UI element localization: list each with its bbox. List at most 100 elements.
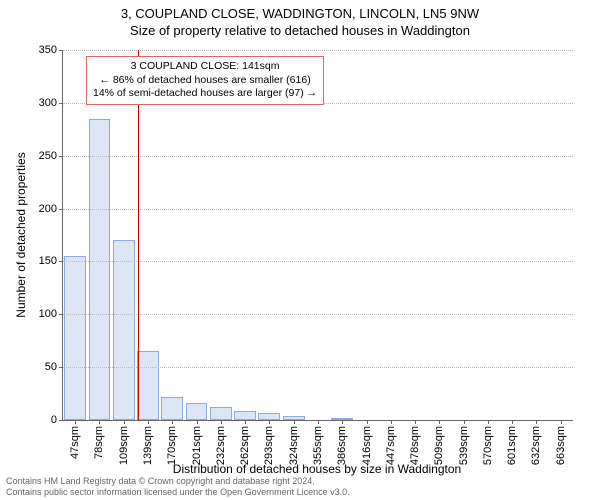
bar-slot: 447sqm: [379, 50, 403, 420]
xtick-mark: [269, 420, 270, 424]
xtick-label: 632sqm: [530, 426, 542, 465]
bar-slot: 386sqm: [330, 50, 354, 420]
xtick-label: 324sqm: [288, 426, 300, 465]
ytick-label: 350: [39, 44, 57, 56]
bar-slot: 232sqm: [209, 50, 233, 420]
xtick-label: 139sqm: [142, 426, 154, 465]
bar-slot: 355sqm: [306, 50, 330, 420]
bar-slot: 570sqm: [476, 50, 500, 420]
xtick-label: 262sqm: [239, 426, 251, 465]
x-axis-label: Distribution of detached houses by size …: [62, 462, 572, 476]
xtick-label: 293sqm: [263, 426, 275, 465]
bar-slot: 78sqm: [87, 50, 111, 420]
xtick-mark: [561, 420, 562, 424]
bar-slot: 663sqm: [549, 50, 573, 420]
ytick-mark: [59, 420, 63, 421]
xtick-mark: [172, 420, 173, 424]
annotation-line1: 3 COUPLAND CLOSE: 141sqm: [93, 60, 317, 74]
footer-line2: Contains public sector information licen…: [6, 487, 594, 498]
reference-line: [138, 50, 139, 420]
xtick-label: 509sqm: [433, 426, 445, 465]
xtick-label: 416sqm: [361, 426, 373, 465]
gridline: [63, 209, 573, 210]
ytick-mark: [59, 103, 63, 104]
annotation-line3: 14% of semi-detached houses are larger (…: [93, 87, 317, 101]
bar-slot: 509sqm: [427, 50, 451, 420]
ytick-label: 150: [39, 255, 57, 267]
gridline: [63, 156, 573, 157]
bar: [137, 351, 159, 420]
ytick-label: 0: [51, 414, 57, 426]
xtick-mark: [221, 420, 222, 424]
bars-group: 47sqm78sqm109sqm139sqm170sqm201sqm232sqm…: [63, 50, 573, 420]
xtick-mark: [439, 420, 440, 424]
xtick-label: 386sqm: [336, 426, 348, 465]
bar: [210, 407, 232, 420]
annotation-line2: ← 86% of detached houses are smaller (61…: [93, 74, 317, 88]
footer-line1: Contains HM Land Registry data © Crown c…: [6, 476, 594, 487]
bar-slot: 632sqm: [524, 50, 548, 420]
xtick-mark: [464, 420, 465, 424]
bar-slot: 109sqm: [112, 50, 136, 420]
bar-slot: 47sqm: [63, 50, 87, 420]
chart-title-line2: Size of property relative to detached ho…: [0, 21, 600, 38]
gridline: [63, 314, 573, 315]
xtick-mark: [294, 420, 295, 424]
xtick-label: 232sqm: [215, 426, 227, 465]
xtick-mark: [245, 420, 246, 424]
gridline: [63, 367, 573, 368]
xtick-label: 355sqm: [312, 426, 324, 465]
xtick-label: 201sqm: [191, 426, 203, 465]
ytick-mark: [59, 367, 63, 368]
footer: Contains HM Land Registry data © Crown c…: [0, 476, 600, 499]
ytick-mark: [59, 156, 63, 157]
bar-slot: 416sqm: [354, 50, 378, 420]
annotation-box: 3 COUPLAND CLOSE: 141sqm ← 86% of detach…: [86, 56, 324, 105]
ytick-mark: [59, 261, 63, 262]
chart-container: 3, COUPLAND CLOSE, WADDINGTON, LINCOLN, …: [0, 0, 600, 500]
bar-slot: 539sqm: [452, 50, 476, 420]
bar-slot: 293sqm: [257, 50, 281, 420]
bar-slot: 201sqm: [184, 50, 208, 420]
xtick-mark: [488, 420, 489, 424]
chart-title-line1: 3, COUPLAND CLOSE, WADDINGTON, LINCOLN, …: [0, 0, 600, 21]
xtick-mark: [415, 420, 416, 424]
bar-slot: 170sqm: [160, 50, 184, 420]
xtick-mark: [75, 420, 76, 424]
ytick-mark: [59, 314, 63, 315]
xtick-mark: [367, 420, 368, 424]
xtick-mark: [318, 420, 319, 424]
ytick-label: 300: [39, 97, 57, 109]
bar-slot: 601sqm: [500, 50, 524, 420]
xtick-mark: [148, 420, 149, 424]
ytick-mark: [59, 209, 63, 210]
ytick-label: 100: [39, 308, 57, 320]
bar: [161, 397, 183, 420]
bar-slot: 139sqm: [136, 50, 160, 420]
bar-slot: 262sqm: [233, 50, 257, 420]
bar: [234, 411, 256, 421]
xtick-label: 170sqm: [166, 426, 178, 465]
plot-area: 47sqm78sqm109sqm139sqm170sqm201sqm232sqm…: [62, 50, 573, 421]
xtick-mark: [342, 420, 343, 424]
xtick-label: 47sqm: [69, 426, 81, 459]
xtick-label: 663sqm: [555, 426, 567, 465]
bar-slot: 324sqm: [282, 50, 306, 420]
xtick-mark: [124, 420, 125, 424]
bar: [113, 240, 135, 420]
bar: [258, 413, 280, 420]
bar: [64, 256, 86, 420]
xtick-mark: [197, 420, 198, 424]
ytick-label: 250: [39, 150, 57, 162]
xtick-mark: [99, 420, 100, 424]
xtick-label: 601sqm: [506, 426, 518, 465]
ytick-label: 50: [45, 361, 57, 373]
xtick-mark: [536, 420, 537, 424]
xtick-label: 447sqm: [385, 426, 397, 465]
gridline: [63, 50, 573, 51]
xtick-mark: [391, 420, 392, 424]
ytick-label: 200: [39, 203, 57, 215]
xtick-label: 570sqm: [482, 426, 494, 465]
bar: [186, 403, 208, 420]
xtick-label: 78sqm: [93, 426, 105, 459]
